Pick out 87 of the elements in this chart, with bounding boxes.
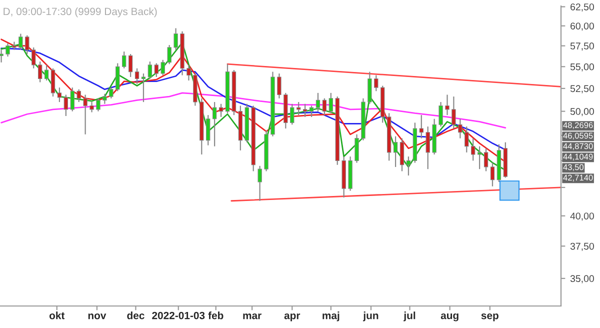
candlestick [458,118,462,139]
text: 42,7140 [563,174,593,182]
candlestick [464,126,469,153]
candlestick [212,101,217,147]
candlestick [400,138,404,172]
candlestick [374,74,378,92]
candlestick [322,98,327,116]
candlestick [122,51,126,69]
candlestick [206,114,210,146]
x-tick-label: apr [284,313,300,322]
candlestick [148,61,152,80]
text: 43,50 [563,164,584,172]
candlestick [154,62,158,78]
candlestick [18,33,23,50]
candlestick [64,94,68,117]
candlestick [167,44,172,65]
candlestick [258,165,262,202]
candlestick [134,68,140,85]
candlestick [116,62,120,92]
candlestick [38,61,42,83]
candlestick [218,103,224,118]
candlestick [32,46,36,69]
candlestick [354,134,359,164]
y-tick-label: 35,00 [570,275,594,284]
y-tick-label: 60,00 [570,22,594,31]
x-tick-label: feb [208,312,224,320]
candlestick [174,28,178,50]
candlestick [83,94,88,135]
x-tick-label: nov [88,313,106,320]
text: 48,2696 [563,122,593,130]
y-tick-label: 62,50 [570,3,594,12]
candlestick [160,59,165,76]
candlestick [50,68,56,98]
candlestick [25,34,30,55]
x-tick-label: 2022-01-03 [152,312,205,320]
candlestick [102,93,107,104]
x-tick-label: jun [363,312,378,322]
x-tick-label: maj [322,312,340,322]
candlestick [316,92,320,112]
x-tick-label: dec [127,312,144,320]
y-tick-label: 52,50 [570,85,594,94]
candlestick [12,41,16,50]
x-tick-label: okt [49,312,65,320]
text: 44,1049 [563,154,593,161]
chart-title: D, 09:00-17:30 (9999 Days Back) [4,8,157,18]
y-tick-label: 55,00 [570,63,594,72]
candlestick [419,114,424,139]
candlestick [141,72,146,103]
candlestick [426,126,430,170]
candlestick [490,162,495,187]
candlestick [368,71,372,104]
candlestick [277,72,282,99]
candlestick [290,103,294,126]
x-tick-label: aug [440,313,458,322]
candlestick [128,53,133,78]
candlestick [90,101,94,113]
candlestick [452,96,456,130]
text: 44,8730 [563,143,593,150]
candlestick [477,146,482,170]
y-tick-label: 57,50 [570,42,594,51]
candlestick [445,94,450,116]
x-tick-label: jul [404,312,416,322]
x-tick-label: sep [481,313,498,322]
candlestick [57,87,62,103]
candlestick [471,138,476,162]
candlestick [328,92,333,114]
candlestick [406,156,411,176]
candlestick [109,87,114,99]
candlestick [484,148,488,172]
line-series [0,92,506,129]
candlestick [70,87,74,112]
y-tick-label: 50,00 [570,108,594,116]
y-tick-label: 40,00 [570,212,594,221]
candlestick [6,42,10,58]
candlestick [44,64,49,82]
candlestick [0,49,4,63]
candlestick [296,101,301,116]
candlestick [302,103,308,118]
candlestick [76,88,81,103]
candlestick [309,105,314,118]
x-tick-label: mar [243,313,262,320]
candlestick [96,98,100,112]
candlestick [186,64,191,82]
text: 46,0595 [563,132,593,140]
y-tick-label: 37,50 [570,242,594,251]
candlestick [393,136,398,168]
candlestick [438,101,443,128]
